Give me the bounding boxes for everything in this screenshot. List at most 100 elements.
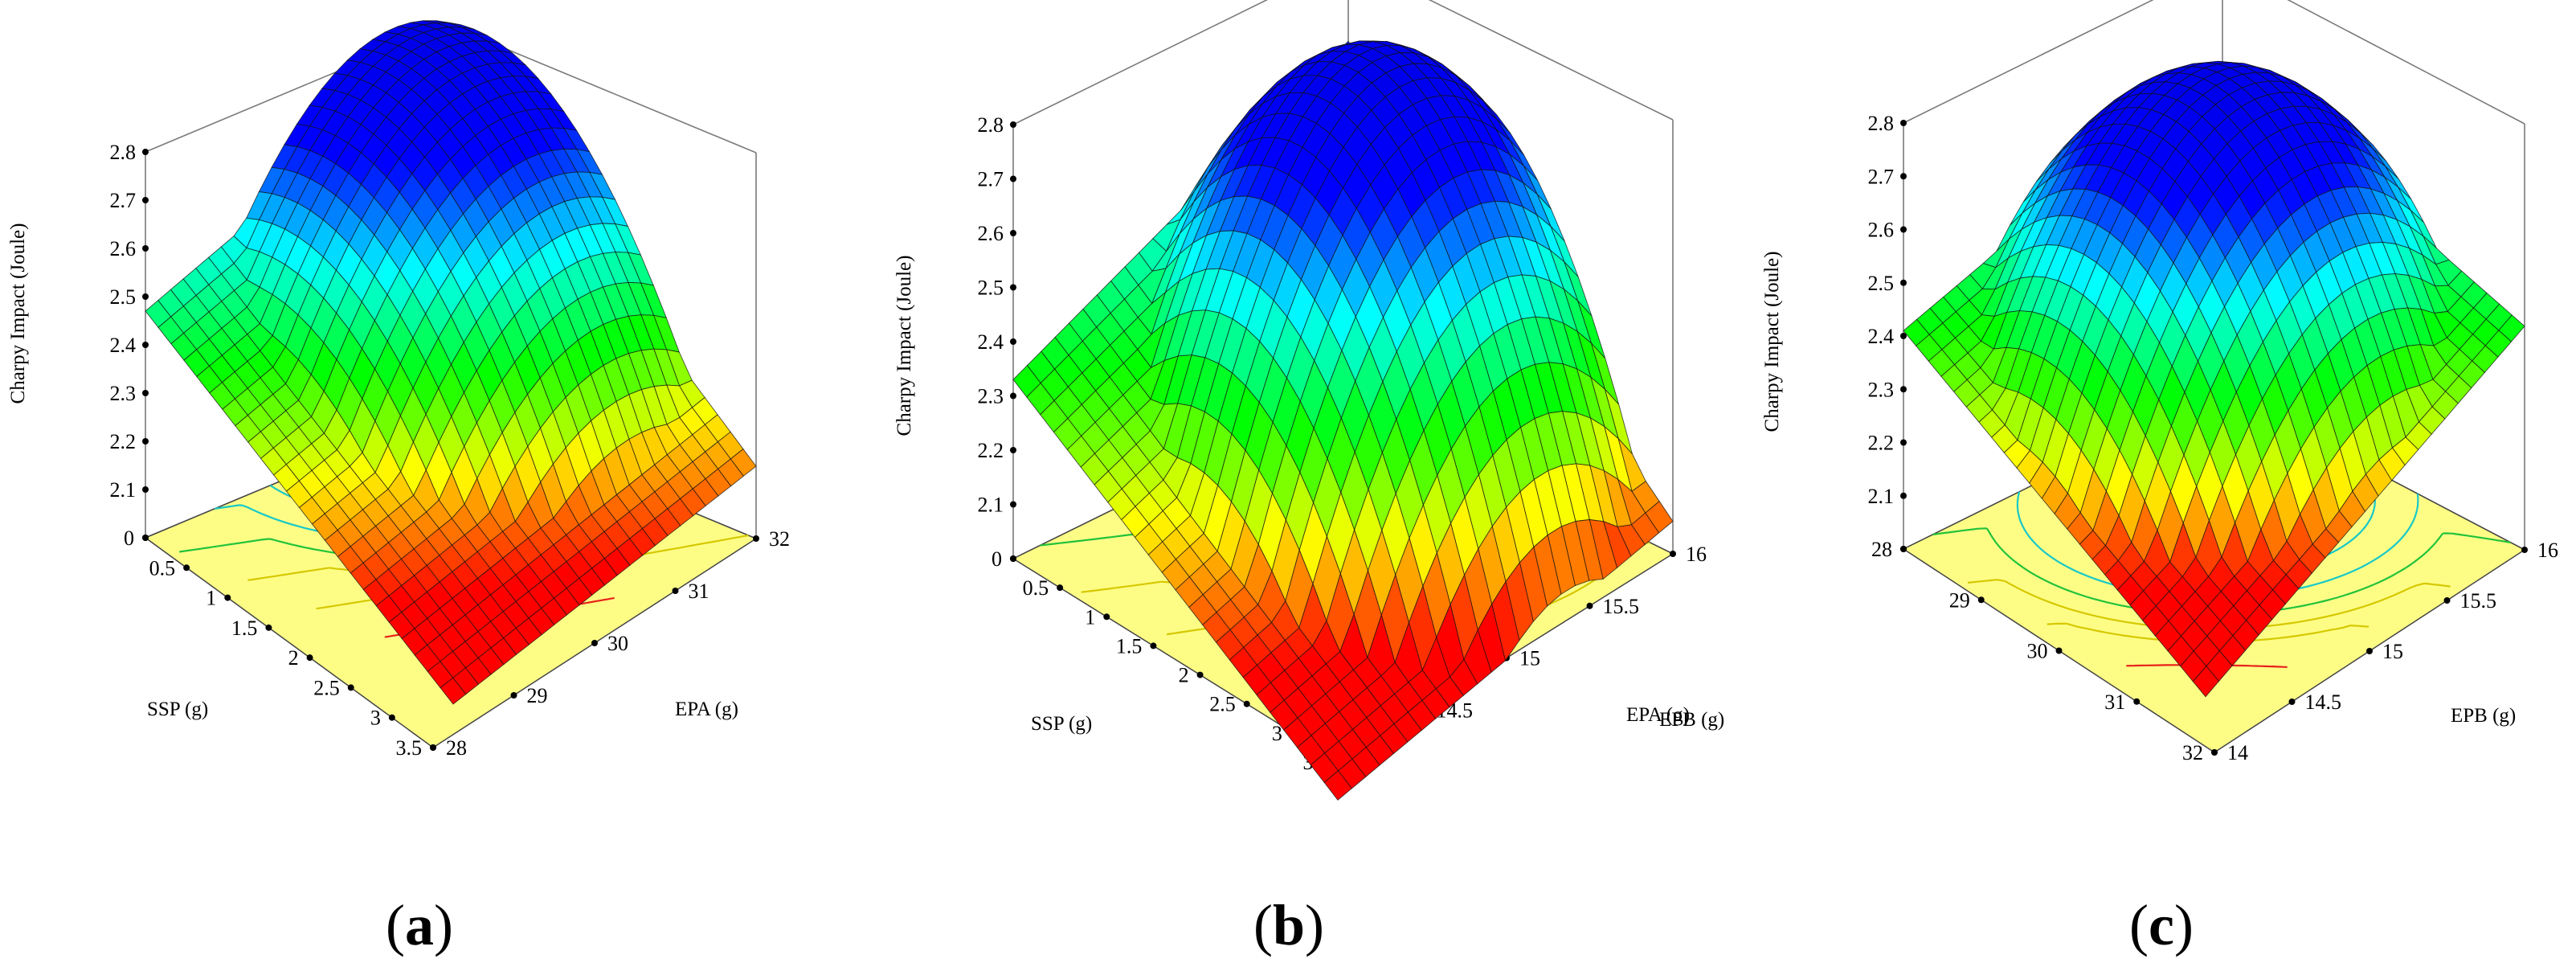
left-axis-tick-label: 0 [992,547,1002,571]
z-tick-mark [1010,338,1016,345]
surface-cell [440,677,467,705]
z-tick-mark [1900,386,1907,393]
right-axis-tick-label: 30 [607,632,628,655]
left-axis-title: SSP (g) [147,699,208,720]
z-tick-mark [142,390,149,396]
z-tick-label: 2.8 [110,141,137,164]
right-axis-tick-label: 14.5 [2305,690,2342,714]
left-axis-tick-label: 2.5 [313,676,340,699]
z-tick-mark [1900,333,1907,339]
right-axis-tick-label: 28 [446,736,467,760]
z-tick-mark [142,293,149,300]
z-tick-label: 2.6 [1868,219,1895,242]
left-axis-title: SSP (g) [1031,713,1092,735]
right-axis-tick-label: 16 [1686,543,1707,566]
z-tick-label: 2.1 [110,478,137,502]
right-axis-tick-mark [1670,551,1676,557]
left-axis-title: EPA (g) [1626,704,1690,726]
left-axis-tick-label: 2 [288,646,299,670]
surface-cell [1323,770,1353,801]
right-axis-title: EPB (g) [1659,709,1724,731]
z-tick-label: 2.1 [1868,485,1895,508]
left-axis-tick-mark [1900,546,1907,552]
z-tick-mark [142,438,149,445]
right-axis-tick-label: 15.5 [2460,589,2497,613]
left-axis-tick-mark [1150,642,1157,649]
left-axis-tick-mark [142,535,149,541]
z-tick-label: 2.4 [110,334,137,357]
left-axis-tick-mark [306,654,313,662]
left-axis-tick-label: 2.5 [1209,693,1236,716]
left-axis-tick-label: 0 [124,527,134,550]
z-axis-title: Charpy Impact (Joule) [1761,252,1783,432]
z-tick-mark [1900,439,1907,446]
right-axis-tick-mark [591,640,598,646]
z-tick-mark [1900,173,1907,180]
z-tick-mark [1010,447,1016,453]
box-frame-edge [2287,0,2525,125]
left-axis-tick-label: 1.5 [1116,634,1143,658]
left-axis-tick-mark [388,714,395,721]
right-axis-tick-mark [2443,597,2451,604]
left-axis-tick-mark [1243,700,1250,707]
left-axis-tick-mark [1977,596,1985,604]
right-axis-tick-mark [672,588,679,594]
left-axis-tick-label: 2 [1179,664,1189,687]
left-axis-tick-label: 3 [1272,722,1282,745]
left-axis-tick-label: 1 [1085,605,1095,629]
z-tick-label: 2.6 [978,222,1004,245]
panel-label-b: (b) [1253,893,1324,957]
z-tick-mark [142,245,149,252]
right-axis-tick-label: 15 [2382,640,2403,663]
right-axis-tick-mark [753,535,759,542]
chart-panel-c: 2.1 2.2 2.3 2.4 2.5 2.6 2.7 2.8 Charpy Impact (J… [1626,0,2558,764]
right-axis-title: EPA (g) [675,699,738,720]
z-tick-mark [1010,175,1016,182]
z-tick-label: 2.5 [978,277,1004,300]
right-axis-tick-mark [2211,749,2218,756]
right-axis-tick-mark [510,692,517,699]
left-axis-tick-label: 3 [370,707,381,730]
left-axis-tick-mark [2055,647,2063,654]
panel-label-c: (c) [2129,893,2194,957]
z-axis-title: Charpy Impact (Joule) [7,223,29,404]
z-tick-label: 2.4 [1868,325,1895,348]
z-tick-label: 2.8 [978,113,1004,137]
left-axis-tick-mark [1057,584,1064,592]
right-axis-tick-mark [2288,699,2296,705]
right-axis-title: EPB (g) [2451,705,2516,727]
z-axis-title: Charpy Impact (Joule) [893,256,915,436]
surface-cell [2192,666,2220,698]
z-tick-label: 2.3 [1868,378,1895,401]
z-tick-mark [142,197,149,203]
z-tick-label: 2.6 [110,237,137,260]
z-tick-label: 2.5 [110,285,137,309]
z-tick-label: 2.7 [110,189,137,212]
left-axis-tick-mark [265,624,272,631]
left-axis-tick-label: 29 [1949,588,1970,612]
z-tick-mark [1900,120,1907,126]
left-axis-tick-mark [347,684,354,691]
z-tick-mark [1010,230,1016,236]
right-axis-tick-label: 31 [689,580,709,603]
z-tick-mark [1900,226,1907,233]
left-axis-tick-mark [183,564,190,572]
right-axis-tick-label: 14 [2227,741,2248,764]
left-axis-tick-label: 28 [1871,538,1892,561]
z-tick-label: 2.2 [978,439,1004,462]
right-axis-tick-label: 15.5 [1603,595,1640,618]
left-axis-tick-mark [1103,613,1110,621]
z-tick-label: 2.1 [978,494,1004,517]
response-surface [1903,60,2525,698]
response-surface [1012,40,1674,801]
right-axis-tick-label: 32 [769,527,790,551]
right-axis-tick-mark [430,744,436,751]
chart-panel-a: 2.1 2.2 2.3 2.4 2.5 2.6 2.7 2.8 Charpy Impact (J… [7,20,790,760]
left-axis-tick-label: 32 [2182,741,2203,764]
left-axis-tick-label: 3.5 [396,736,423,760]
chart-panel-b: 2.1 2.2 2.3 2.4 2.5 2.6 2.7 2.8 Charpy Impact (J… [893,0,1724,801]
z-tick-mark [1900,492,1907,499]
z-tick-label: 2.7 [1868,165,1895,188]
box-frame-edge [1903,0,2154,124]
